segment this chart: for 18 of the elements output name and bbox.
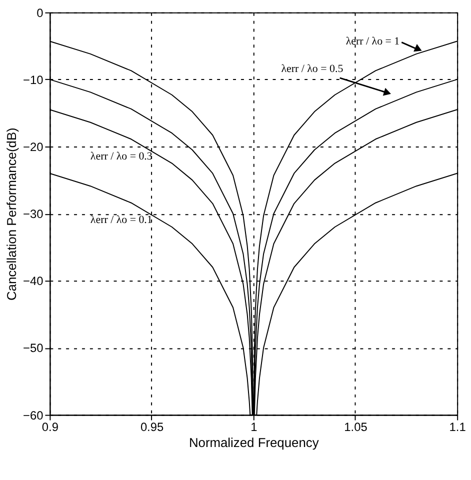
x-tick-label: 0.95	[140, 420, 164, 434]
annotation: λerr / λo = 0.3	[90, 150, 153, 162]
annotation: λerr / λo = 1	[346, 35, 400, 48]
y-tick-label: −40	[23, 274, 44, 288]
x-axis-title: Normalized Frequency	[188, 435, 320, 450]
x-tick-label: 0.9	[42, 420, 59, 434]
y-tick-label: −50	[23, 341, 44, 356]
annotation: λerr / λo = 0.1	[90, 214, 152, 226]
x-tick-label: 1.05	[344, 420, 368, 434]
y-tick-label: −30	[23, 207, 44, 222]
y-tick-label: −20	[23, 140, 44, 154]
y-axis-title: Cancellation Performance(dB)	[4, 128, 20, 301]
y-tick-label: −60	[23, 408, 44, 422]
x-tick-label: 1	[250, 420, 258, 434]
y-tick-label: −10	[23, 72, 44, 87]
y-tick-label: 0	[36, 6, 44, 20]
x-tick-label: 1.1	[449, 420, 466, 434]
annotation: λerr / λo = 0.5	[281, 62, 344, 75]
